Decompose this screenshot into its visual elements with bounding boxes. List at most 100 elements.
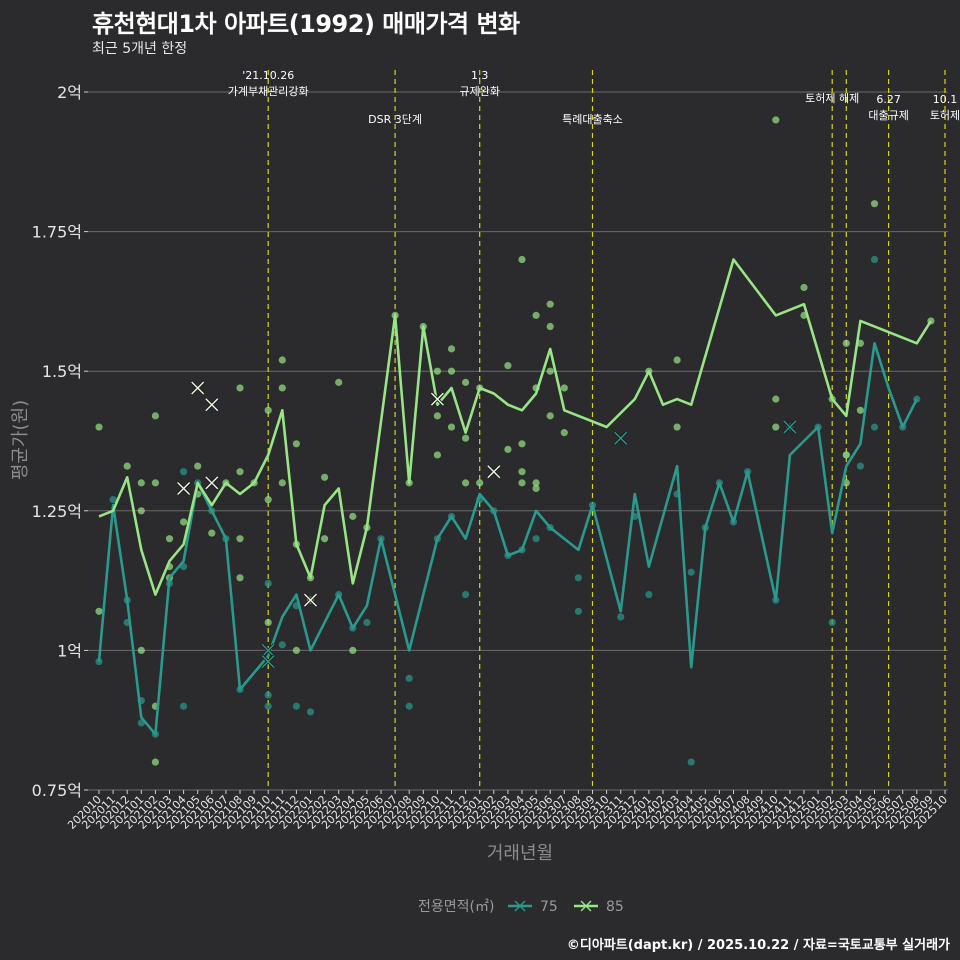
scatter-point-75 xyxy=(264,579,272,587)
scatter-point-75 xyxy=(870,423,879,431)
scatter-point-85 xyxy=(772,423,780,431)
scatter-points xyxy=(95,116,935,766)
scatter-point-85 xyxy=(673,423,681,431)
cross-markers xyxy=(176,380,798,669)
scatter-point-75 xyxy=(687,568,695,576)
chart-subtitle: 최근 5개년 한정 xyxy=(92,41,188,57)
scatter-point-85 xyxy=(772,116,780,124)
scatter-point-85 xyxy=(433,412,441,420)
scatter-point-85 xyxy=(194,462,202,470)
scatter-point-85 xyxy=(278,356,286,364)
x-marker-75 xyxy=(614,431,628,445)
scatter-point-75 xyxy=(180,702,188,710)
scatter-point-85 xyxy=(447,345,456,353)
scatter-point-85 xyxy=(335,378,343,386)
scatter-point-85 xyxy=(504,362,512,370)
scatter-point-85 xyxy=(856,406,865,414)
x-marker-85 xyxy=(430,392,444,406)
scatter-point-85 xyxy=(278,479,286,487)
scatter-point-75 xyxy=(109,496,117,504)
scatter-point-85 xyxy=(673,356,681,364)
scatter-point-85 xyxy=(95,607,103,615)
scatter-point-85 xyxy=(123,462,131,470)
scatter-point-75 xyxy=(856,462,865,470)
x-marker-85 xyxy=(177,481,191,495)
event-annotation: 1.3 규제완화 xyxy=(459,69,499,98)
scatter-point-85 xyxy=(236,574,244,582)
event-annotation: 토허제 해제 xyxy=(805,91,859,105)
event-annotation: 6.27 대출규제 xyxy=(868,93,908,122)
gridlines xyxy=(88,91,948,791)
x-marker-75 xyxy=(261,655,275,669)
y-tick-label: 0.75억 xyxy=(32,781,82,800)
legend-label-75: 75 xyxy=(540,899,558,915)
series-line-85 xyxy=(98,258,933,596)
scatter-point-85 xyxy=(292,646,300,655)
x-axis-ticks: 2020102020112020122021012021022021032021… xyxy=(65,790,950,832)
scatter-point-85 xyxy=(504,445,512,453)
scatter-point-85 xyxy=(560,429,568,437)
x-axis-title: 거래년월 xyxy=(487,843,553,864)
scatter-point-85 xyxy=(349,646,357,655)
scatter-point-85 xyxy=(151,758,159,766)
scatter-point-85 xyxy=(842,451,850,459)
scatter-point-85 xyxy=(236,535,244,543)
scatter-point-85 xyxy=(433,367,441,375)
y-axis-title: 평균가(원) xyxy=(10,400,31,480)
scatter-point-85 xyxy=(532,479,540,487)
series-line-75 xyxy=(97,342,918,736)
scatter-point-75 xyxy=(828,618,836,627)
y-tick-label: 1.5억 xyxy=(42,362,82,381)
legend-label-85: 85 xyxy=(606,899,624,915)
scatter-point-75 xyxy=(264,691,272,699)
y-tick-label: 1억 xyxy=(57,641,82,660)
series-lines xyxy=(97,258,933,736)
scatter-point-85 xyxy=(462,479,470,487)
scatter-point-85 xyxy=(433,451,441,459)
scatter-point-75 xyxy=(405,674,413,682)
scatter-point-85 xyxy=(518,479,526,487)
scatter-point-85 xyxy=(532,311,540,319)
x-marker-85 xyxy=(487,465,501,479)
scatter-point-75 xyxy=(532,535,540,543)
scatter-point-85 xyxy=(546,322,554,331)
scatter-point-85 xyxy=(165,535,174,543)
event-annotation: '21.10.26 가계부채관리강화 xyxy=(228,69,309,98)
scatter-point-85 xyxy=(208,529,216,537)
scatter-point-85 xyxy=(447,367,456,375)
scatter-point-75 xyxy=(574,607,583,615)
scatter-point-85 xyxy=(349,512,357,520)
scatter-point-85 xyxy=(546,367,554,375)
x-marker-85 xyxy=(191,381,205,395)
scatter-point-85 xyxy=(462,378,470,386)
event-annotation: 특례대출축소 xyxy=(562,113,623,126)
scatter-point-85 xyxy=(518,440,526,448)
scatter-point-85 xyxy=(236,384,244,392)
x-marker-75 xyxy=(261,643,275,657)
scatter-point-85 xyxy=(180,518,188,526)
scatter-point-75 xyxy=(278,641,286,649)
scatter-point-85 xyxy=(264,618,272,627)
source-credit: ©디아파트(dapt.kr) / 2025.10.22 / 자료=국토교통부 실… xyxy=(566,938,950,953)
scatter-point-85 xyxy=(95,423,103,431)
scatter-point-85 xyxy=(518,255,526,264)
scatter-point-85 xyxy=(264,406,272,414)
x-marker-85 xyxy=(205,476,219,490)
scatter-point-85 xyxy=(292,440,300,448)
legend-x-icon xyxy=(580,900,592,912)
scatter-point-75 xyxy=(645,590,653,599)
scatter-point-85 xyxy=(842,479,850,487)
scatter-point-75 xyxy=(870,255,879,264)
scatter-point-85 xyxy=(447,423,456,431)
scatter-point-85 xyxy=(264,496,272,504)
scatter-point-85 xyxy=(151,479,159,487)
scatter-point-75 xyxy=(462,590,470,599)
scatter-point-75 xyxy=(306,708,315,716)
scatter-point-85 xyxy=(137,479,145,487)
y-tick-label: 1.75억 xyxy=(32,223,82,242)
legend: 전용면적(㎡) 75 85 xyxy=(418,899,624,915)
scatter-point-85 xyxy=(137,507,145,515)
scatter-point-75 xyxy=(363,618,371,627)
